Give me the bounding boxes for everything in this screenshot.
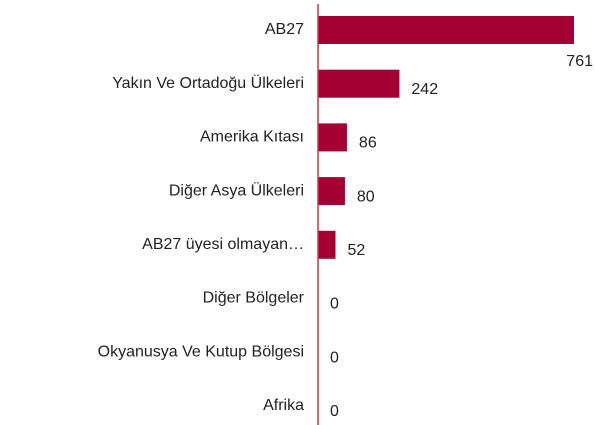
value-label: 242 (411, 81, 438, 98)
category-label: Amerika Kıtası (200, 129, 304, 146)
bar (318, 69, 400, 98)
category-label: Diğer Bölgeler (203, 290, 305, 307)
category-label: Diğer Asya Ülkeleri (169, 181, 304, 199)
value-label: 86 (359, 135, 377, 152)
value-label: 80 (357, 188, 375, 205)
category-label: AB27 üyesi olmayan… (142, 236, 304, 253)
value-label: 761 (566, 53, 593, 70)
value-label: 0 (330, 349, 339, 366)
bar (318, 123, 347, 152)
category-label: AB27 (265, 21, 304, 38)
value-label: 0 (330, 296, 339, 313)
bar (318, 230, 336, 259)
value-label: 52 (347, 242, 365, 259)
category-label: Yakın Ve Ortadoğu Ülkeleri (112, 74, 304, 92)
category-label: Afrika (263, 397, 304, 414)
bar (318, 16, 574, 44)
value-label: 0 (330, 403, 339, 420)
bar (318, 177, 345, 206)
category-label: Okyanusya Ve Kutup Bölgesi (98, 343, 304, 360)
